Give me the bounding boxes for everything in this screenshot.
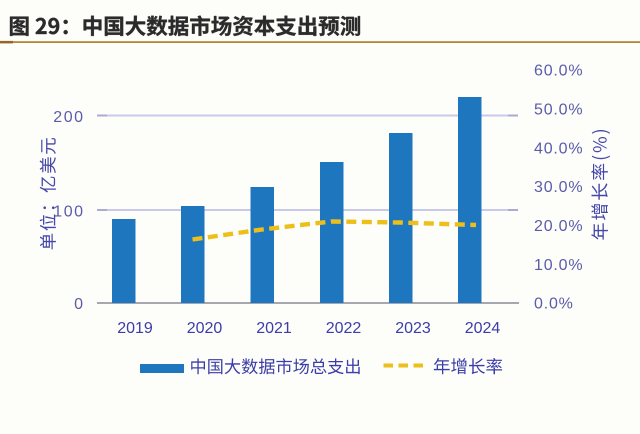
- svg-text:30.0%: 30.0%: [534, 179, 583, 196]
- svg-text:10.0%: 10.0%: [534, 257, 583, 274]
- svg-text:2023: 2023: [395, 320, 431, 337]
- svg-text:60.0%: 60.0%: [534, 63, 583, 80]
- svg-text:0.0%: 0.0%: [534, 296, 574, 313]
- svg-text:50.0%: 50.0%: [534, 101, 583, 118]
- svg-text:2019: 2019: [117, 320, 153, 337]
- svg-text:40.0%: 40.0%: [534, 140, 583, 157]
- svg-text:20.0%: 20.0%: [534, 218, 583, 235]
- svg-text:2024: 2024: [465, 320, 501, 337]
- svg-text:2021: 2021: [256, 320, 292, 337]
- svg-text:100: 100: [53, 204, 84, 221]
- svg-text:2022: 2022: [326, 320, 362, 337]
- svg-text:2020: 2020: [187, 320, 223, 337]
- svg-text:200: 200: [53, 109, 84, 126]
- svg-text:0: 0: [74, 296, 84, 313]
